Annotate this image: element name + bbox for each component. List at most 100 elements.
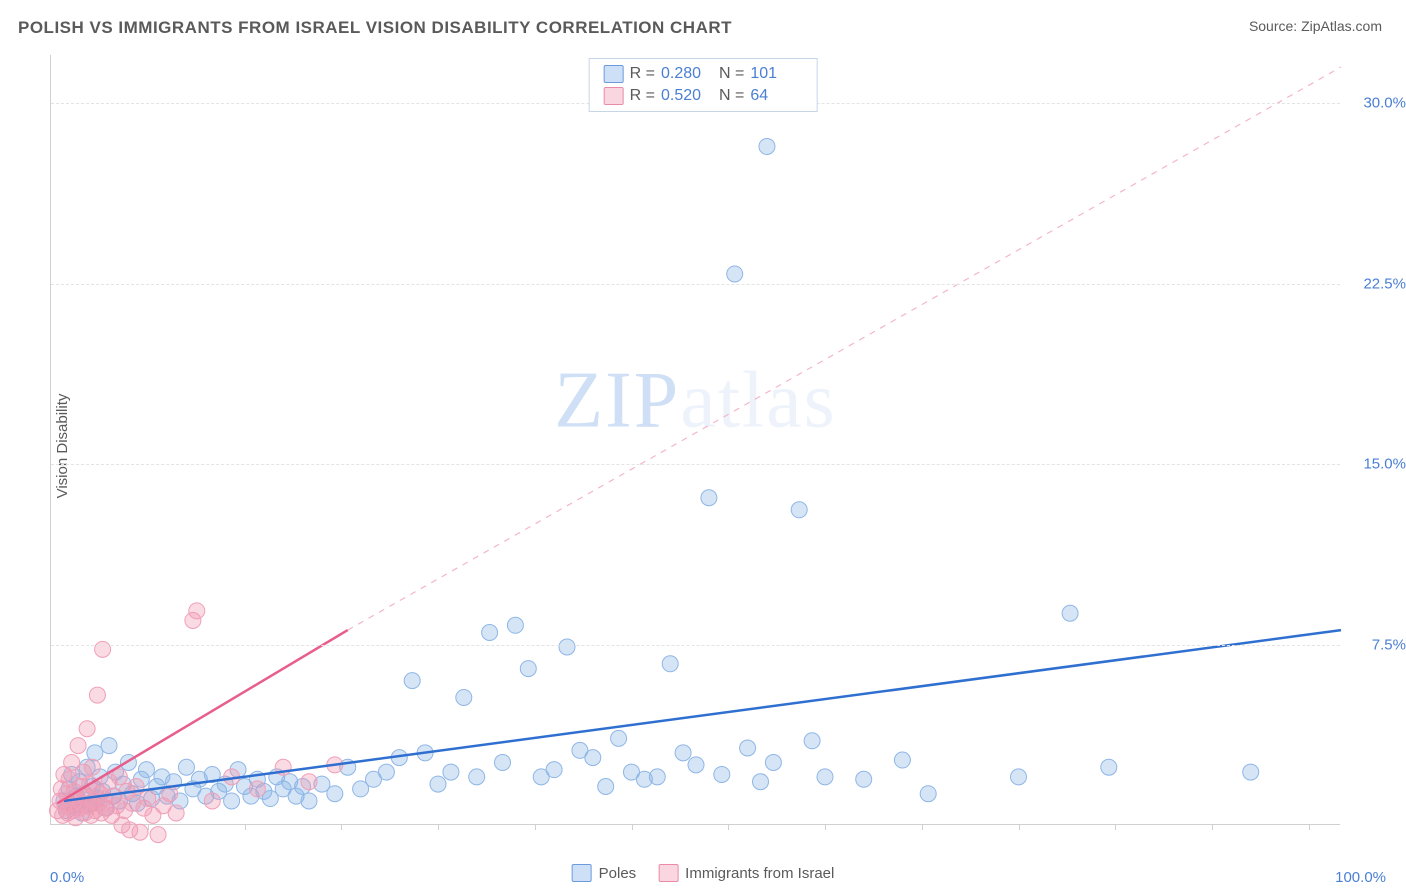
- n-value: 64: [750, 87, 802, 105]
- data-point: [759, 138, 775, 154]
- data-point: [1062, 605, 1078, 621]
- legend-row: R = 0.520 N = 64: [604, 85, 803, 107]
- data-point: [301, 793, 317, 809]
- x-tick: [341, 824, 342, 830]
- data-point: [791, 502, 807, 518]
- x-tick: [438, 824, 439, 830]
- data-point: [430, 776, 446, 792]
- x-axis-min: 0.0%: [50, 869, 84, 886]
- data-point: [611, 730, 627, 746]
- gridline: [51, 464, 1340, 465]
- data-point: [87, 745, 103, 761]
- data-point: [585, 750, 601, 766]
- x-tick: [148, 824, 149, 830]
- chart-svg: [51, 55, 1340, 824]
- data-point: [546, 762, 562, 778]
- x-tick: [1115, 824, 1116, 830]
- r-label: R =: [630, 65, 655, 83]
- legend-label: Poles: [599, 865, 637, 882]
- data-point: [204, 793, 220, 809]
- plot-area: ZIPatlas 7.5%15.0%22.5%30.0%: [50, 55, 1340, 825]
- data-point: [1243, 764, 1259, 780]
- n-label: N =: [719, 65, 744, 83]
- data-point: [378, 764, 394, 780]
- data-point: [168, 805, 184, 821]
- data-point: [79, 721, 95, 737]
- data-point: [1011, 769, 1027, 785]
- x-tick: [535, 824, 536, 830]
- data-point: [701, 490, 717, 506]
- data-point: [817, 769, 833, 785]
- x-axis-max: 100.0%: [1335, 869, 1386, 886]
- x-tick: [1309, 824, 1310, 830]
- trend-line-dashed: [348, 67, 1341, 630]
- x-tick: [825, 824, 826, 830]
- trend-line: [64, 630, 1341, 801]
- legend-item: Immigrants from Israel: [658, 864, 834, 882]
- legend-item: Poles: [572, 864, 637, 882]
- data-point: [301, 774, 317, 790]
- x-tick: [922, 824, 923, 830]
- data-point: [675, 745, 691, 761]
- correlation-legend: R = 0.280 N = 101 R = 0.520 N = 64: [589, 58, 818, 112]
- legend-row: R = 0.280 N = 101: [604, 63, 803, 85]
- x-tick: [632, 824, 633, 830]
- x-tick: [1212, 824, 1213, 830]
- y-tick-label: 22.5%: [1363, 275, 1406, 292]
- data-point: [765, 754, 781, 770]
- y-tick-label: 30.0%: [1363, 95, 1406, 112]
- data-point: [495, 754, 511, 770]
- data-point: [178, 759, 194, 775]
- data-point: [1101, 759, 1117, 775]
- y-tick-label: 7.5%: [1372, 636, 1406, 653]
- data-point: [224, 793, 240, 809]
- data-point: [649, 769, 665, 785]
- gridline: [51, 284, 1340, 285]
- x-tick: [245, 824, 246, 830]
- data-point: [507, 617, 523, 633]
- data-point: [443, 764, 459, 780]
- swatch-blue: [604, 65, 624, 83]
- data-point: [559, 639, 575, 655]
- data-point: [688, 757, 704, 773]
- swatch-pink: [604, 87, 624, 105]
- series-legend: Poles Immigrants from Israel: [572, 864, 835, 882]
- data-point: [70, 738, 86, 754]
- data-point: [84, 759, 100, 775]
- data-point: [482, 625, 498, 641]
- data-point: [920, 786, 936, 802]
- data-point: [404, 673, 420, 689]
- data-point: [598, 779, 614, 795]
- data-point: [89, 687, 105, 703]
- n-value: 101: [750, 65, 802, 83]
- y-tick-label: 15.0%: [1363, 456, 1406, 473]
- data-point: [753, 774, 769, 790]
- data-point: [101, 738, 117, 754]
- x-tick: [1019, 824, 1020, 830]
- source-label: Source: ZipAtlas.com: [1249, 18, 1382, 34]
- data-point: [150, 827, 166, 843]
- data-point: [804, 733, 820, 749]
- swatch-blue: [572, 864, 592, 882]
- r-value: 0.520: [661, 87, 713, 105]
- data-point: [520, 661, 536, 677]
- data-point: [714, 766, 730, 782]
- data-point: [132, 824, 148, 840]
- data-point: [856, 771, 872, 787]
- r-value: 0.280: [661, 65, 713, 83]
- data-point: [111, 769, 127, 785]
- data-point: [327, 786, 343, 802]
- data-point: [189, 603, 205, 619]
- data-point: [894, 752, 910, 768]
- legend-label: Immigrants from Israel: [685, 865, 834, 882]
- x-tick: [728, 824, 729, 830]
- data-point: [727, 266, 743, 282]
- data-point: [469, 769, 485, 785]
- n-label: N =: [719, 87, 744, 105]
- data-point: [138, 762, 154, 778]
- swatch-pink: [658, 864, 678, 882]
- data-point: [249, 781, 265, 797]
- data-point: [456, 689, 472, 705]
- data-point: [662, 656, 678, 672]
- data-point: [740, 740, 756, 756]
